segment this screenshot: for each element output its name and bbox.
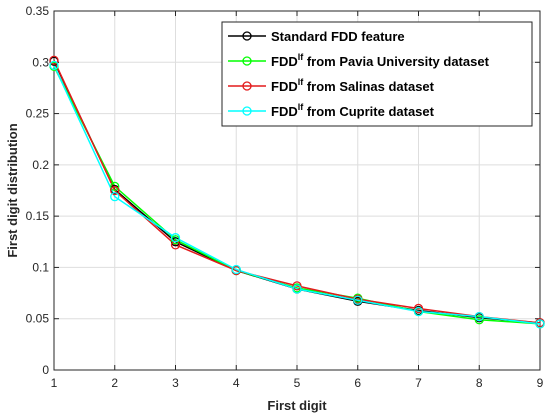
y-axis-label: First digit distribution xyxy=(5,123,20,257)
data-point xyxy=(474,312,484,322)
y-tick-label: 0.05 xyxy=(26,312,50,326)
legend-marker xyxy=(242,81,252,91)
legend-entry: FDDlf from Cuprite dataset xyxy=(271,102,435,119)
x-tick-label: 2 xyxy=(111,376,118,390)
series-line xyxy=(53,65,541,325)
legend: Standard FDD feature FDDlf from Pavia Uni… xyxy=(221,21,533,127)
y-tick-label: 0.3 xyxy=(32,55,49,69)
tick-labels: 1 2 3 4 5 6 7 8 9 0 0.05 0.1 0.15 0.2 0.25 0.3 0.35 xyxy=(26,4,544,390)
y-tick-label: 0.1 xyxy=(32,260,49,274)
data-point xyxy=(292,284,302,294)
x-tick-label: 7 xyxy=(415,376,422,390)
data-point xyxy=(170,240,181,250)
x-tick-label: 4 xyxy=(233,376,240,390)
legend-entry: FDDlf from Salinas dataset xyxy=(271,77,435,94)
series-lines xyxy=(53,59,541,325)
y-tick-label: 0.2 xyxy=(32,158,49,172)
x-tick-label: 3 xyxy=(172,376,179,390)
axes xyxy=(53,10,541,371)
legend-box xyxy=(221,21,533,127)
data-point xyxy=(170,233,181,243)
x-tick-label: 6 xyxy=(354,376,361,390)
data-point xyxy=(231,264,241,275)
y-tick-label: 0.25 xyxy=(26,107,50,121)
data-point xyxy=(413,303,424,314)
x-tick-label: 5 xyxy=(294,376,301,390)
legend-entry: Standard FDD feature xyxy=(271,29,405,44)
data-point xyxy=(292,281,302,291)
x-tick-label: 1 xyxy=(51,376,58,390)
legend-entry: FDDlf from Pavia University dataset xyxy=(271,52,490,69)
data-point xyxy=(474,315,484,325)
y-tick-label: 0.15 xyxy=(26,209,50,223)
data-point xyxy=(535,319,545,329)
data-point xyxy=(413,306,424,317)
y-tick-label: 0 xyxy=(42,363,49,377)
series-line xyxy=(53,59,541,324)
legend-marker xyxy=(242,31,252,41)
series-line xyxy=(53,66,541,325)
data-point xyxy=(49,55,59,65)
data-point xyxy=(49,60,59,71)
series-markers xyxy=(49,55,545,329)
legend-marker xyxy=(242,106,252,116)
data-point xyxy=(110,181,120,192)
legend-marker xyxy=(242,56,252,66)
y-tick-label: 0.35 xyxy=(26,4,50,18)
x-tick-label: 8 xyxy=(476,376,483,390)
data-point xyxy=(110,185,120,196)
data-point xyxy=(110,192,120,202)
x-tick-label: 9 xyxy=(537,376,544,390)
data-point xyxy=(353,295,363,305)
x-axis-label: First digit xyxy=(267,398,327,413)
